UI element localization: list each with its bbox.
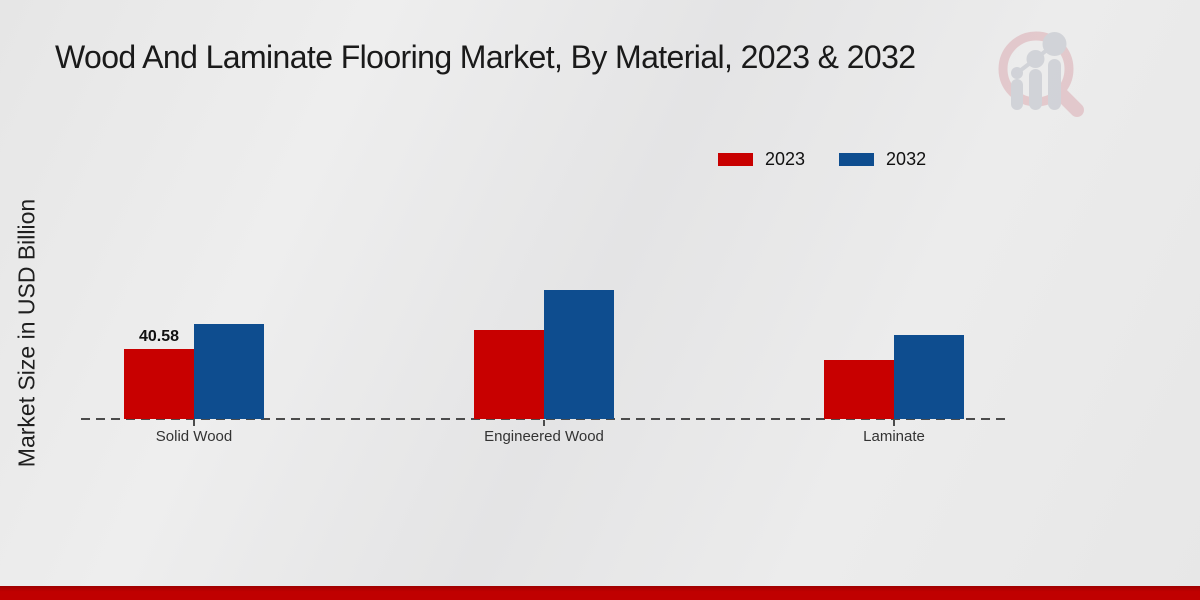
category-label-laminate: Laminate	[863, 428, 925, 445]
bar-2023-solid-wood	[124, 349, 194, 419]
y-axis-label: Market Size in USD Billion	[13, 198, 40, 468]
legend-swatch-2032	[839, 153, 875, 166]
legend-label: 2023	[765, 149, 806, 169]
legend-item-2023: 2023	[718, 149, 805, 170]
x-axis-line	[81, 418, 1007, 420]
bar-2023-engineered-wood	[474, 330, 544, 419]
legend-label: 2032	[886, 149, 927, 169]
logo-watermark-icon	[998, 31, 1084, 117]
x-axis-tick-laminate	[893, 420, 895, 426]
bar-2032-solid-wood	[194, 324, 264, 419]
legend-item-2032: 2032	[839, 149, 926, 170]
bar-value-label-2023-solid-wood: 40.58	[138, 328, 180, 345]
bar-2032-laminate	[894, 335, 964, 419]
x-axis-tick-engineered-wood	[543, 420, 545, 426]
x-axis-tick-solid-wood	[193, 420, 195, 426]
legend: 2023 2032	[718, 149, 926, 170]
bar-2032-engineered-wood	[544, 289, 614, 419]
category-label-engineered-wood: Engineered Wood	[484, 428, 604, 445]
bar-2023-laminate	[824, 359, 894, 419]
category-label-solid-wood: Solid Wood	[155, 428, 233, 445]
chart-title: Wood And Laminate Flooring Market, By Ma…	[55, 39, 916, 75]
legend-swatch-2023	[718, 153, 753, 166]
footer-red-strip	[0, 586, 1200, 600]
